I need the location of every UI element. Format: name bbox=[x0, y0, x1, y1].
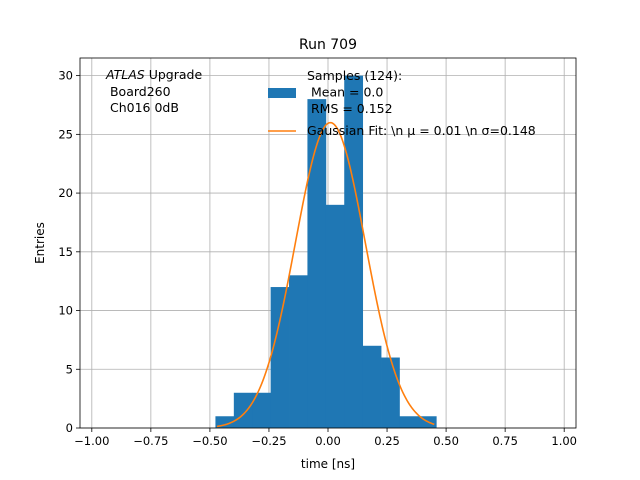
annotation-line-1: ATLAS Upgrade bbox=[105, 67, 202, 82]
y-tick-label: 0 bbox=[66, 421, 73, 435]
atlas-annotation: ATLAS Upgrade Board260 Ch016 0dB bbox=[105, 67, 202, 115]
histogram-bar bbox=[215, 416, 235, 428]
histogram-bar bbox=[233, 392, 253, 428]
y-tick-label: 20 bbox=[58, 186, 73, 200]
x-axis-ticks: −1.00 −0.75 −0.50 −0.25 0.00 0.25 0.50 0.75 1.00 bbox=[74, 428, 577, 448]
x-tick-label: −0.75 bbox=[133, 434, 168, 448]
histogram-bar bbox=[381, 357, 400, 428]
x-tick-label: −0.50 bbox=[192, 434, 227, 448]
x-tick-label: 0.25 bbox=[374, 434, 400, 448]
legend-fit-label: Gaussian Fit: \n μ = 0.01 \n σ=0.148 bbox=[307, 123, 536, 138]
legend-samples-line: RMS = 0.152 bbox=[307, 101, 393, 116]
histogram-bar bbox=[270, 287, 290, 428]
x-tick-label: 0.50 bbox=[433, 434, 459, 448]
legend-samples-line: Samples (124): bbox=[307, 68, 402, 83]
legend-samples-line: Mean = 0.0 bbox=[307, 85, 383, 100]
legend-patch bbox=[268, 88, 296, 98]
x-tick-label: 0.75 bbox=[492, 434, 518, 448]
y-axis-ticks: 0 5 10 15 20 25 30 bbox=[58, 69, 80, 435]
y-tick-label: 30 bbox=[58, 69, 73, 83]
x-tick-label: −1.00 bbox=[74, 434, 109, 448]
y-tick-label: 15 bbox=[58, 245, 73, 259]
histogram-bar bbox=[399, 416, 419, 428]
y-tick-label: 5 bbox=[66, 362, 73, 376]
atlas-label: ATLAS bbox=[105, 67, 145, 82]
histogram-bar bbox=[362, 345, 382, 428]
fit-curve bbox=[216, 121, 435, 428]
y-tick-label: 25 bbox=[58, 127, 73, 141]
legend-samples-label: Samples (124): Mean = 0.0 RMS = 0.152 bbox=[307, 68, 402, 116]
x-tick-label: −0.25 bbox=[251, 434, 286, 448]
x-tick-label: 0.00 bbox=[315, 434, 341, 448]
x-tick-label: 1.00 bbox=[551, 434, 577, 448]
histogram-bar bbox=[252, 392, 272, 428]
y-tick-label: 10 bbox=[58, 304, 73, 318]
histogram-bar bbox=[307, 99, 327, 428]
histogram-bar bbox=[325, 204, 345, 428]
annotation-channel: Ch016 0dB bbox=[106, 100, 179, 115]
y-axis-label: Entries bbox=[33, 222, 47, 264]
chart-title: Run 709 bbox=[299, 37, 357, 53]
upgrade-label: Upgrade bbox=[145, 67, 203, 82]
annotation-board: Board260 bbox=[106, 84, 171, 99]
gaussian-fit bbox=[216, 121, 435, 428]
histogram-bars bbox=[215, 75, 437, 428]
histogram-bar bbox=[289, 275, 308, 428]
legend: Samples (124): Mean = 0.0 RMS = 0.152 Gau… bbox=[268, 68, 536, 138]
x-axis-label: time [ns] bbox=[301, 457, 355, 471]
